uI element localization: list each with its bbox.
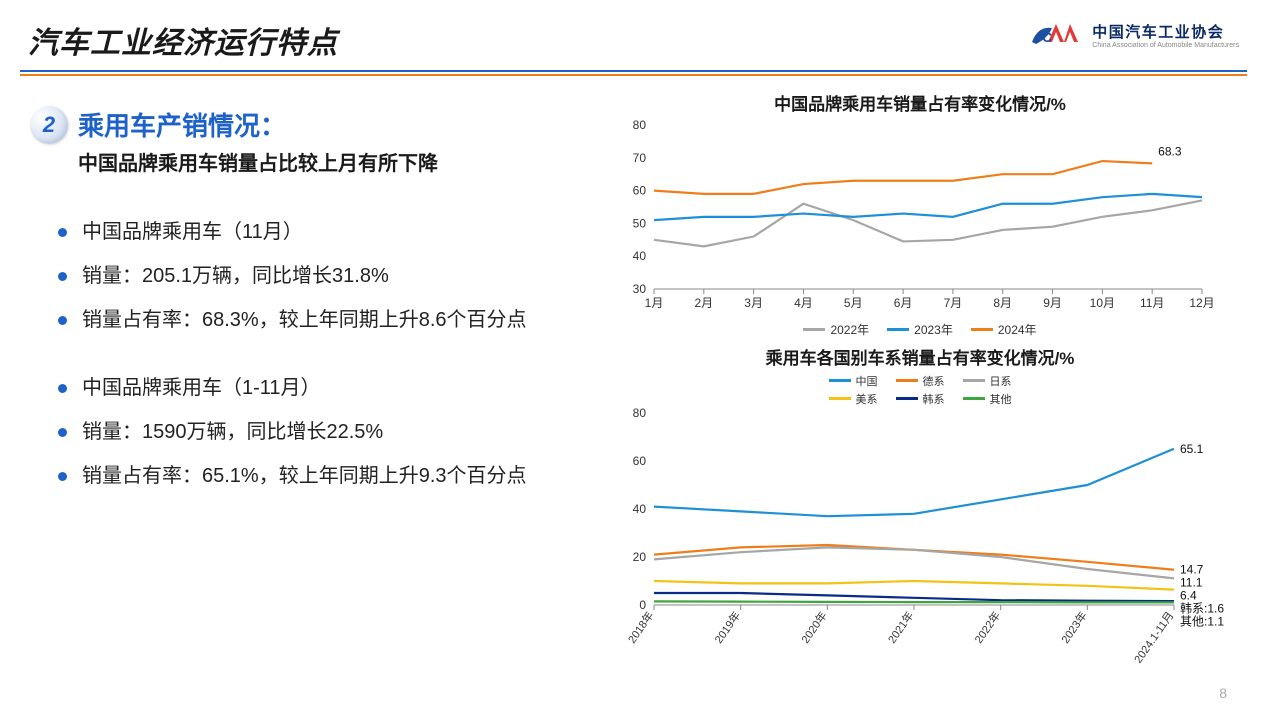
svg-text:其他:1.1: 其他:1.1 [1180,614,1224,628]
svg-text:1月: 1月 [645,296,664,310]
svg-text:2021年: 2021年 [885,608,917,645]
header-bar: 汽车工业经济运行特点 C 中国汽车工业协会 China Association … [0,0,1267,70]
bullet-item: 销量占有率：65.1%，较上年同期上升9.3个百分点 [58,454,600,498]
right-column: 中国品牌乘用车销量占有率变化情况/% 30 40 50 60 70 80 1月 2月 3月 4月 5… [600,90,1247,667]
svg-text:9月: 9月 [1043,296,1062,310]
svg-text:40: 40 [633,502,647,516]
legend-item: 2022年 [803,321,869,338]
left-column: 2 乘用车产销情况： 中国品牌乘用车销量占比较上月有所下降 中国品牌乘用车（11… [20,90,600,667]
svg-text:0: 0 [639,598,646,612]
svg-text:20: 20 [633,550,647,564]
legend-item: 德系 [896,373,945,389]
svg-text:C: C [1042,29,1052,45]
bullet-item: 销量占有率：68.3%，较上年同期上升8.6个百分点 [58,298,600,342]
svg-text:50: 50 [633,216,647,230]
legend-item: 日系 [963,373,1012,389]
legend-item: 2023年 [887,321,953,338]
svg-text:7月: 7月 [944,296,963,310]
svg-text:3月: 3月 [744,296,763,310]
bullet-list: 中国品牌乘用车（11月） 销量：205.1万辆，同比增长31.8% 销量占有率：… [30,210,600,498]
svg-text:12月: 12月 [1189,296,1214,310]
svg-text:30: 30 [633,282,647,296]
bullet-item: 销量：205.1万辆，同比增长31.8% [58,254,600,298]
section-subtitle: 中国品牌乘用车销量占比较上月有所下降 [78,147,438,176]
svg-text:65.1: 65.1 [1180,441,1204,455]
svg-text:68.3: 68.3 [1158,144,1182,158]
svg-text:8月: 8月 [993,296,1012,310]
org-name-en: China Association of Automobile Manufact… [1092,42,1239,49]
svg-text:80: 80 [633,407,647,420]
svg-text:14.7: 14.7 [1180,562,1204,576]
legend-item: 2024年 [971,321,1037,338]
svg-text:2018年: 2018年 [625,608,657,645]
svg-text:2019年: 2019年 [711,608,743,645]
svg-text:2023年: 2023年 [1058,608,1090,645]
bullet-item: 中国品牌乘用车（11月） [58,210,600,254]
svg-text:60: 60 [633,454,647,468]
svg-text:5月: 5月 [844,296,863,310]
chart-2: 乘用车各国别车系销量占有率变化情况/% 中国 德系 日系美系 韩系 其他 0 20 40 60… [610,344,1230,667]
legend-item: 美系 [829,391,878,407]
section-title: 乘用车产销情况： [78,106,438,143]
svg-text:70: 70 [633,150,647,164]
legend-item: 其他 [963,391,1012,407]
svg-text:2024.1-11月: 2024.1-11月 [1132,609,1176,665]
svg-text:2月: 2月 [694,296,713,310]
chart-1-title: 中国品牌乘用车销量占有率变化情况/% [610,90,1230,115]
chart-1-legend: 2022年 2023年 2024年 [610,321,1230,338]
svg-text:2020年: 2020年 [798,608,830,645]
legend-item: 中国 [829,373,878,389]
svg-text:6.4: 6.4 [1180,588,1197,602]
bullet-item: 中国品牌乘用车（1-11月） [58,366,600,410]
chart-2-legend: 中国 德系 日系美系 韩系 其他 [610,373,1230,407]
svg-text:11月: 11月 [1140,296,1164,310]
legend-item: 韩系 [896,391,945,407]
svg-text:6月: 6月 [894,296,913,310]
caam-logo-icon: C [1028,18,1084,52]
svg-text:80: 80 [633,118,647,132]
chart-2-title: 乘用车各国别车系销量占有率变化情况/% [610,344,1230,369]
page-title: 汽车工业经济运行特点 [28,18,338,62]
svg-text:韩系:1.6: 韩系:1.6 [1180,600,1224,615]
page-number: 8 [1219,685,1227,701]
chart-1-svg: 30 40 50 60 70 80 1月 2月 3月 4月 5月 6月 7月 8月 9月 10月 11月 12月 6… [610,117,1230,317]
svg-text:10月: 10月 [1090,296,1115,310]
org-logo: C 中国汽车工业协会 China Association of Automobi… [1028,18,1239,52]
org-name-cn: 中国汽车工业协会 [1092,21,1239,42]
chart-1: 中国品牌乘用车销量占有率变化情况/% 30 40 50 60 70 80 1月 2月 3月 4月 5… [610,90,1230,338]
section-number-bubble: 2 [30,106,68,144]
svg-text:2022年: 2022年 [971,608,1003,645]
bullet-item: 销量：1590万辆，同比增长22.5% [58,410,600,454]
svg-text:11.1: 11.1 [1180,575,1203,589]
chart-2-svg: 0 20 40 60 80 2018年 2019年 2020年 2021年 2022年 2023年 2… [610,407,1230,667]
svg-text:40: 40 [633,249,647,263]
svg-text:60: 60 [633,183,647,197]
svg-text:4月: 4月 [794,296,813,310]
